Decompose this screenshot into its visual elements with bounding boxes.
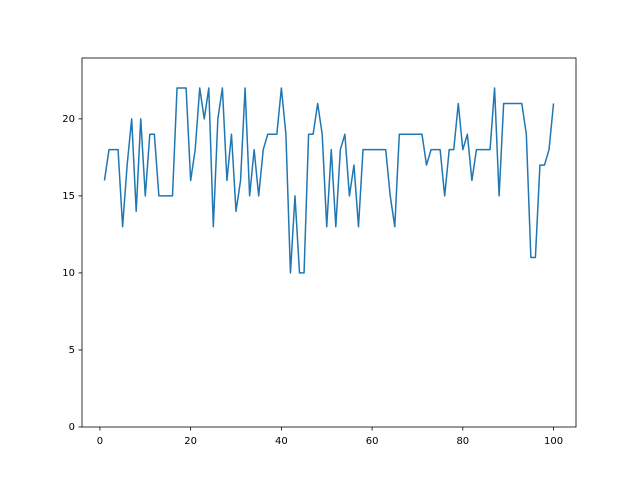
y-tick-label: 0 [69,422,75,433]
x-tick-label: 80 [456,436,469,447]
x-tick-label: 40 [275,436,288,447]
x-tick-label: 100 [544,436,563,447]
line [103,87,555,274]
x-tick-label: 20 [184,436,197,447]
x-tick-label: 0 [97,436,103,447]
y-tick-label: 20 [62,114,75,125]
y-tick-label: 15 [62,191,75,202]
plot-frame [81,57,577,428]
y-tick-label: 10 [62,268,75,279]
x-tick-label: 60 [366,436,379,447]
y-tick-label: 5 [69,345,75,356]
